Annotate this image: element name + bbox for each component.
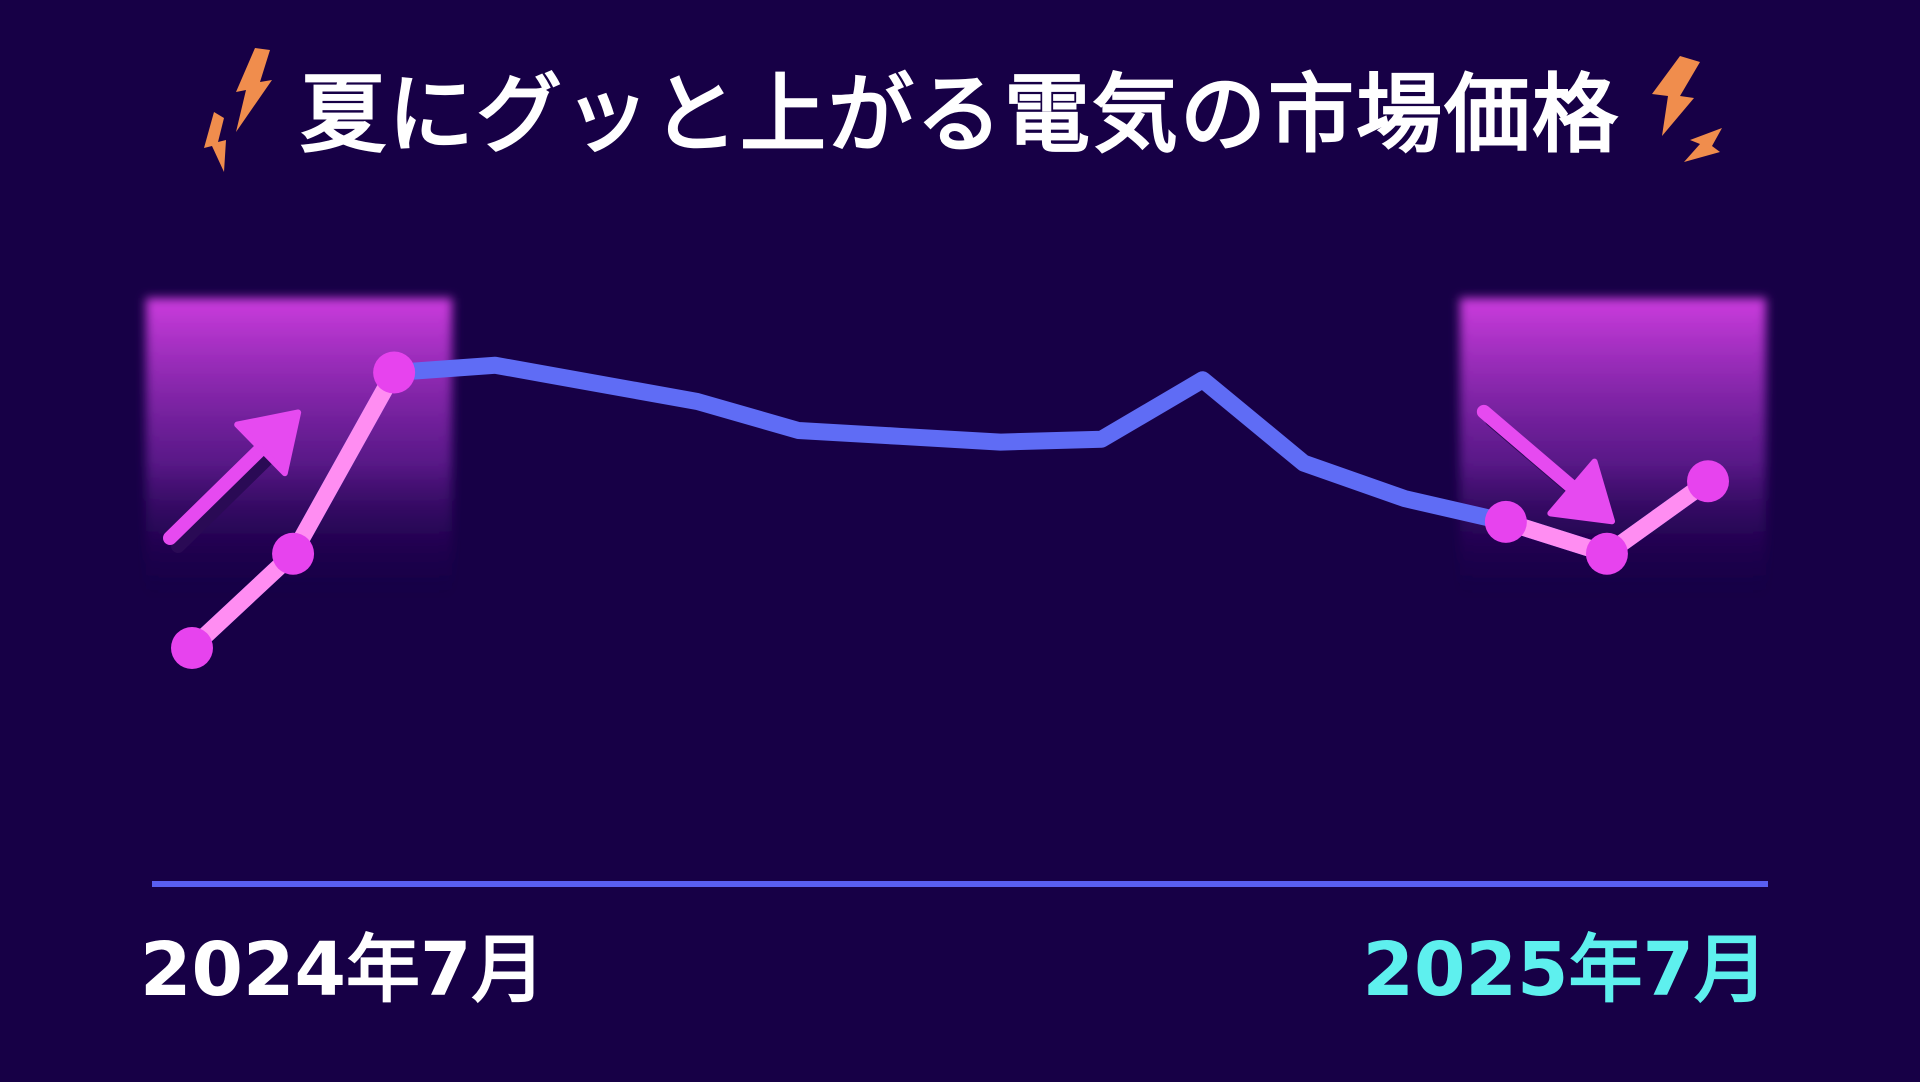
up-arrow-icon [1476,404,1615,525]
data-point-marker [1484,500,1527,543]
trend-arrows [163,404,1615,553]
data-point-marker [171,627,213,669]
arrow-shadow [171,449,276,553]
lightning-bolt-icon [1652,56,1700,136]
lightning-bolt-icon [1684,128,1722,162]
up-arrow-icon [163,409,302,553]
x-label-end: 2025年7月 [1362,927,1768,1013]
data-point-marker [373,351,416,394]
data-point-marker [1585,532,1628,575]
lightning-bolts [204,48,1722,172]
arrow-head [234,409,302,477]
arrow-shaft [1476,404,1580,495]
lightning-bolt-icon [236,48,272,132]
x-label-start: 2024年7月 [140,927,546,1013]
arrow-shaft [163,441,268,545]
chart-title: 夏にグッと上がる電気の市場価格 [300,65,1620,165]
data-point-marker [272,532,315,575]
data-markers [171,351,1729,669]
data-point-marker [1687,460,1729,503]
lightning-bolt-icon [204,112,226,172]
highlight-areas [146,298,1766,598]
price-line [183,356,1717,657]
arrow-head [1547,458,1615,525]
